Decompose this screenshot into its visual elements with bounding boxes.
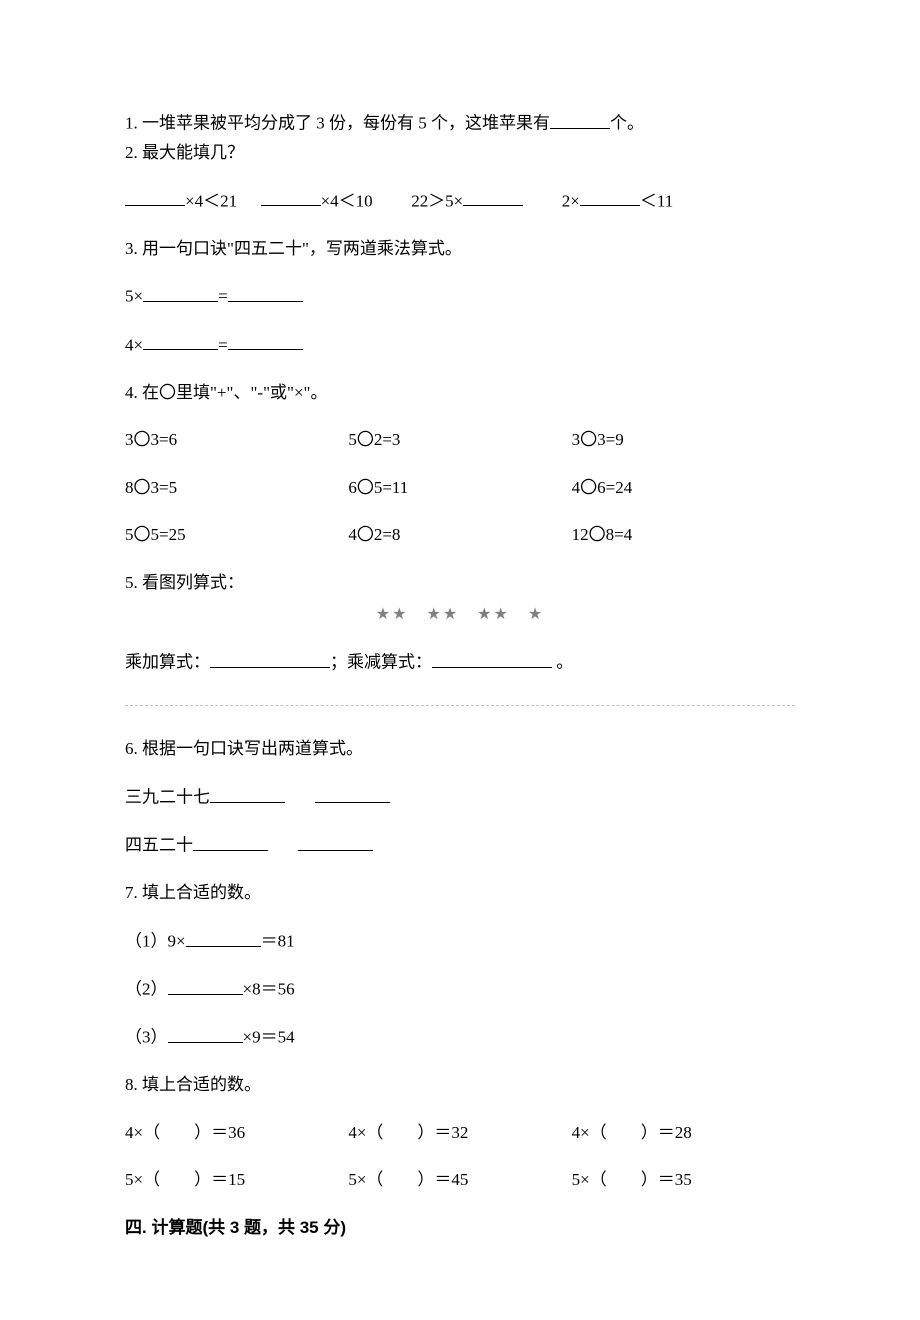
star-icon-row: ★★ ★★ ★★ ★ <box>125 603 795 627</box>
q4-cell-1-1: 6〇5=11 <box>348 475 571 501</box>
q2-blank-1[interactable] <box>125 188 185 207</box>
q8-cell-0-1: 4×（ ）＝32 <box>348 1120 571 1146</box>
q4-cell-2-2: 12〇8=4 <box>572 522 795 548</box>
q3-line1-pre: 5× <box>125 287 143 306</box>
question-3: 3. 用一句口诀"四五二十"，写两道乘法算式。 5× = 4× = <box>125 236 795 358</box>
q7-label: 7. 填上合适的数。 <box>125 880 795 906</box>
q2-item-4: ＜11 <box>640 191 673 210</box>
q7-blank-0[interactable] <box>186 928 261 947</box>
question-5: 5. 看图列算式： ★★ ★★ ★★ ★ 乘加算式： ；乘减算式： 。 <box>125 570 795 676</box>
q2-blank-4[interactable] <box>580 188 640 207</box>
q7-item-2-post: ×9＝54 <box>243 1028 295 1047</box>
q2-item-0: ×4＜21 <box>185 191 237 210</box>
q2-item-3: 2× <box>562 191 580 210</box>
question-6: 6. 根据一句口诀写出两道算式。 三九二十七 四五二十 <box>125 736 795 858</box>
q3-blank-1b[interactable] <box>228 283 303 302</box>
q8-label: 8. 填上合适的数。 <box>125 1072 795 1098</box>
q5-blank-2[interactable] <box>432 649 552 668</box>
q5-mid: ；乘减算式： <box>330 653 432 672</box>
q4-row-1: 8〇3=5 6〇5=11 4〇6=24 <box>125 475 795 501</box>
q4-cell-1-2: 4〇6=24 <box>572 475 795 501</box>
q1-pre: 1. 一堆苹果被平均分成了 3 份，每份有 5 个，这堆苹果有 <box>125 114 550 133</box>
q2-item-1: ×4＜10 <box>321 191 373 210</box>
q4-cell-0-2: 3〇3=9 <box>572 427 795 453</box>
q6-line2: 四五二十 <box>125 836 193 855</box>
question-7: 7. 填上合适的数。 （1）9× ＝81 （2） ×8＝56 （3） ×9＝54 <box>125 880 795 1050</box>
q4-cell-2-1: 4〇2=8 <box>348 522 571 548</box>
q4-row-2: 5〇5=25 4〇2=8 12〇8=4 <box>125 522 795 548</box>
q4-cell-2-0: 5〇5=25 <box>125 522 348 548</box>
q7-item-2-pre: （3） <box>125 1028 168 1047</box>
q2-label: 2. 最大能填几？ <box>125 140 795 166</box>
q2-blank-3[interactable] <box>463 188 523 207</box>
q6-blank-1a[interactable] <box>210 784 285 803</box>
q6-blank-2b[interactable] <box>298 832 373 851</box>
q1-post: 个。 <box>610 114 644 133</box>
q8-cell-0-0: 4×（ ）＝36 <box>125 1120 348 1146</box>
q2-blank-2[interactable] <box>261 188 321 207</box>
q4-label: 4. 在〇里填"+"、"-"或"×"。 <box>125 380 795 406</box>
document-page: 1. 一堆苹果被平均分成了 3 份，每份有 5 个，这堆苹果有 个。 2. 最大能… <box>0 0 920 1320</box>
question-2: 2. 最大能填几？ ×4＜21 ×4＜10 22＞5× 2× ＜11 <box>125 140 795 214</box>
q5-end: 。 <box>552 653 573 672</box>
q8-cell-1-1: 5×（ ）＝45 <box>348 1167 571 1193</box>
q8-cell-0-2: 4×（ ）＝28 <box>572 1120 795 1146</box>
q5-label: 5. 看图列算式： <box>125 570 795 596</box>
q7-item-1-pre: （2） <box>125 980 168 999</box>
q4-cell-0-0: 3〇3=6 <box>125 427 348 453</box>
divider-line <box>125 705 795 706</box>
q2-item-2: 22＞5× <box>411 191 463 210</box>
q8-cell-1-2: 5×（ ）＝35 <box>572 1167 795 1193</box>
q3-label: 3. 用一句口诀"四五二十"，写两道乘法算式。 <box>125 236 795 262</box>
question-8: 8. 填上合适的数。 4×（ ）＝36 4×（ ）＝32 4×（ ）＝28 5×… <box>125 1072 795 1193</box>
q3-line2-pre: 4× <box>125 335 143 354</box>
q3-blank-1a[interactable] <box>143 283 218 302</box>
q6-blank-1b[interactable] <box>315 784 390 803</box>
q8-row-0: 4×（ ）＝36 4×（ ）＝32 4×（ ）＝28 <box>125 1120 795 1146</box>
q8-cell-1-0: 5×（ ）＝15 <box>125 1167 348 1193</box>
q8-row-1: 5×（ ）＝15 5×（ ）＝45 5×（ ）＝35 <box>125 1167 795 1193</box>
q4-row-0: 3〇3=6 5〇2=3 3〇3=9 <box>125 427 795 453</box>
question-1: 1. 一堆苹果被平均分成了 3 份，每份有 5 个，这堆苹果有 个。 <box>125 110 795 136</box>
q7-blank-2[interactable] <box>168 1024 243 1043</box>
q3-eq1: = <box>218 287 228 306</box>
q1-blank[interactable] <box>550 110 610 129</box>
q4-cell-1-0: 8〇3=5 <box>125 475 348 501</box>
q7-item-0-post: ＝81 <box>261 932 295 951</box>
q3-blank-2a[interactable] <box>143 332 218 351</box>
q5-blank-1[interactable] <box>210 649 330 668</box>
q4-cell-0-1: 5〇2=3 <box>348 427 571 453</box>
question-4: 4. 在〇里填"+"、"-"或"×"。 3〇3=6 5〇2=3 3〇3=9 8〇… <box>125 380 795 548</box>
q6-blank-2a[interactable] <box>193 832 268 851</box>
q6-label: 6. 根据一句口诀写出两道算式。 <box>125 736 795 762</box>
q3-eq2: = <box>218 335 228 354</box>
q7-blank-1[interactable] <box>168 976 243 995</box>
q6-line1: 三九二十七 <box>125 788 210 807</box>
q7-item-0-pre: （1）9× <box>125 932 186 951</box>
q3-blank-2b[interactable] <box>228 332 303 351</box>
q5-pre1: 乘加算式： <box>125 653 210 672</box>
q7-item-1-post: ×8＝56 <box>243 980 295 999</box>
section-4-title: 四. 计算题(共 3 题，共 35 分) <box>125 1215 795 1241</box>
